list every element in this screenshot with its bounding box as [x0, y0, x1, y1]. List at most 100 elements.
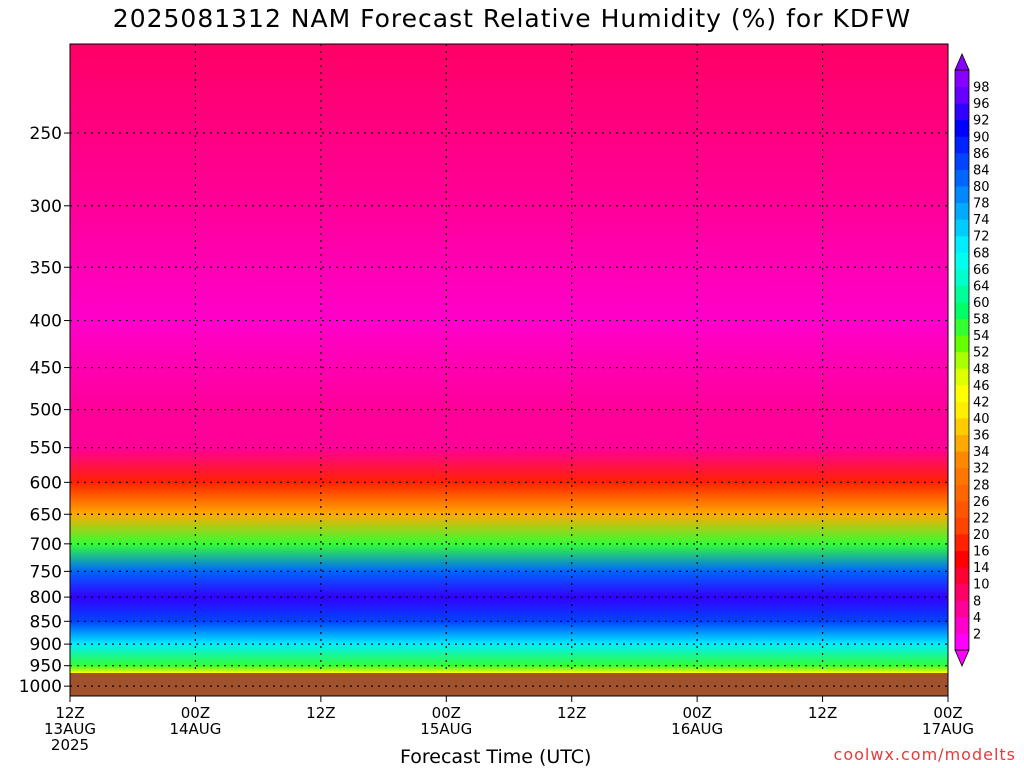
colorbar-swatch: [955, 235, 969, 253]
chart-title: 2025081312 NAM Forecast Relative Humidit…: [112, 4, 912, 33]
x-tick-label: 15AUG: [420, 720, 472, 738]
colorbar-swatch: [955, 451, 969, 469]
colorbar-label: 48: [973, 362, 990, 377]
colorbar-label: 72: [973, 230, 990, 245]
colorbar-label: 22: [973, 511, 990, 526]
colorbar-label: 90: [973, 130, 990, 145]
colorbar-label: 98: [973, 81, 990, 96]
y-tick-label: 600: [30, 473, 62, 493]
x-tick-label: 00Z: [682, 704, 711, 722]
x-tick-label: 2025: [51, 736, 89, 754]
y-tick-label: 250: [30, 124, 62, 144]
colorbar-swatch: [955, 368, 969, 386]
colorbar-label: 34: [973, 445, 990, 460]
colorbar-label: 58: [973, 313, 990, 328]
credit-text: coolwx.com/modelts: [833, 745, 1016, 764]
colorbar-extend-bottom: [954, 649, 970, 667]
x-axis-label: Forecast Time (UTC): [400, 746, 592, 768]
colorbar-swatch: [955, 268, 969, 286]
colorbar-label: 84: [973, 163, 990, 178]
y-tick-label: 800: [30, 588, 62, 608]
colorbar-swatch: [955, 119, 969, 137]
colorbar-label: 54: [973, 329, 990, 344]
colorbar-swatch: [955, 335, 969, 353]
colorbar-swatch: [955, 534, 969, 552]
colorbar-swatch: [955, 86, 969, 104]
colorbar-label: 46: [973, 379, 990, 394]
colorbar-swatch: [955, 136, 969, 154]
colorbar-swatch: [955, 152, 969, 170]
y-tick-label: 300: [30, 197, 62, 217]
colorbar-label: 8: [973, 594, 981, 609]
colorbar-swatch: [955, 103, 969, 121]
colorbar-label: 78: [973, 197, 990, 212]
colorbar-label: 52: [973, 346, 990, 361]
x-tick-label: 17AUG: [922, 720, 974, 738]
colorbar-label: 14: [973, 561, 990, 576]
y-tick-label: 850: [30, 612, 62, 632]
y-tick-label: 650: [30, 505, 62, 525]
x-tick-label: 00Z: [181, 704, 210, 722]
colorbar-frame: [954, 69, 970, 651]
colorbar-swatch: [955, 517, 969, 535]
colorbar-swatch: [955, 70, 969, 88]
colorbar-label: 92: [973, 114, 990, 129]
colorbar-label: 10: [973, 578, 990, 593]
colorbar-swatch: [955, 567, 969, 585]
y-tick-label: 550: [30, 439, 62, 459]
colorbar-swatch: [955, 219, 969, 237]
x-tick-label: 14AUG: [169, 720, 221, 738]
colorbar-label: 36: [973, 429, 990, 444]
plot-frame: [69, 43, 949, 697]
colorbar-swatch: [955, 434, 969, 452]
colorbar-swatch: [955, 186, 969, 204]
colorbar-swatch: [955, 252, 969, 270]
x-tick-label: 16AUG: [671, 720, 723, 738]
y-tick-label: 1000: [19, 677, 62, 697]
colorbar-swatch: [955, 202, 969, 220]
colorbar-swatch: [955, 467, 969, 485]
y-tick-label: 700: [30, 535, 62, 555]
x-tick-label: 12Z: [55, 704, 84, 722]
colorbar-swatch: [955, 633, 969, 651]
colorbar-label: 42: [973, 395, 990, 410]
x-tick-label: 00Z: [432, 704, 461, 722]
y-tick-label: 900: [30, 635, 62, 655]
colorbar-label: 96: [973, 97, 990, 112]
colorbar-label: 60: [973, 296, 990, 311]
colorbar-swatch: [955, 583, 969, 601]
x-tick-label: 12Z: [557, 704, 586, 722]
colorbar-swatch: [955, 318, 969, 336]
colorbar-extend-top: [954, 53, 970, 71]
colorbar-label: 74: [973, 213, 990, 228]
colorbar-label: 66: [973, 263, 990, 278]
colorbar-swatch: [955, 169, 969, 187]
colorbar-label: 80: [973, 180, 990, 195]
x-tick-label: 13AUG: [44, 720, 96, 738]
colorbar-label: 32: [973, 462, 990, 477]
colorbar-swatch: [955, 285, 969, 303]
ground: [70, 673, 948, 696]
y-tick-label: 400: [30, 312, 62, 332]
colorbar-swatch: [955, 401, 969, 419]
colorbar-label: 64: [973, 279, 990, 294]
colorbar-label: 16: [973, 545, 990, 560]
y-tick-label: 950: [30, 657, 62, 677]
y-tick-label: 450: [30, 359, 62, 379]
x-tick-label: 12Z: [306, 704, 335, 722]
colorbar-swatch: [955, 616, 969, 634]
colorbar-label: 28: [973, 478, 990, 493]
x-tick-label: 12Z: [808, 704, 837, 722]
colorbar-swatch: [955, 484, 969, 502]
colorbar-swatch: [955, 418, 969, 436]
x-tick-label: 00Z: [933, 704, 962, 722]
colorbar-label: 26: [973, 495, 990, 510]
y-tick-label: 500: [30, 401, 62, 421]
colorbar-swatch: [955, 302, 969, 320]
colorbar-swatch: [955, 384, 969, 402]
colorbar-swatch: [955, 351, 969, 369]
colorbar-label: 68: [973, 246, 990, 261]
y-tick-label: 750: [30, 562, 62, 582]
colorbar-label: 2: [973, 627, 981, 642]
